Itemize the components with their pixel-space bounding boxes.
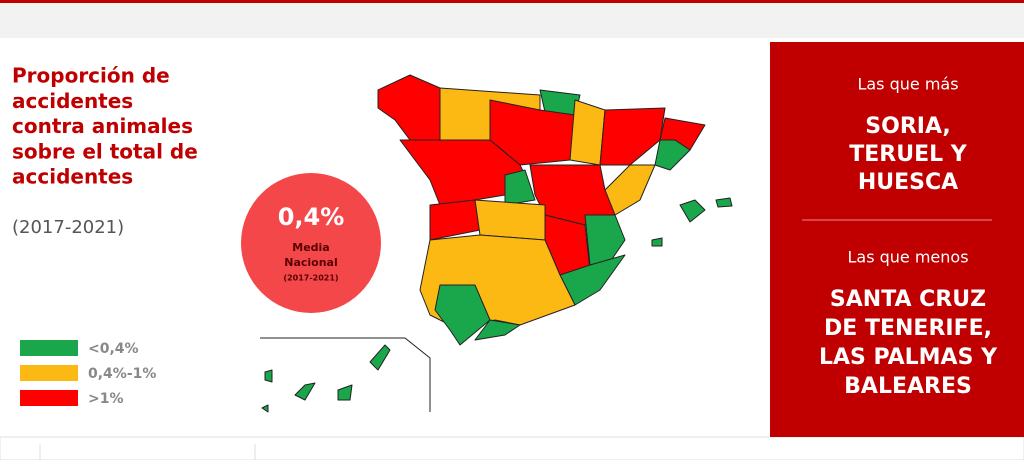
- title-line: contra animales: [12, 114, 193, 138]
- least-line: BALEARES: [844, 374, 972, 399]
- province: [599, 107, 666, 166]
- province: [604, 164, 656, 216]
- most-line: TERUEL Y: [849, 142, 968, 167]
- least-heading: Las que menos: [847, 248, 968, 267]
- title-line: sobre el total de: [12, 139, 198, 163]
- national-caption: Nacional: [284, 256, 338, 269]
- top-bar: [0, 0, 1024, 3]
- title-line: accidentes: [12, 165, 133, 189]
- legend-label: 0,4%-1%: [88, 366, 156, 382]
- most-line: HUESCA: [858, 170, 958, 195]
- most-line: SORIA,: [865, 114, 950, 139]
- island: [651, 237, 663, 247]
- side-panel: [770, 42, 1024, 437]
- least-list: SANTA CRUZ DE TENERIFE, LAS PALMAS Y BALEAR…: [819, 287, 998, 399]
- least-line: SANTA CRUZ: [830, 287, 986, 312]
- island: [337, 384, 353, 401]
- province: [474, 319, 521, 341]
- most-heading: Las que más: [857, 75, 958, 94]
- province: [569, 99, 606, 166]
- province: [504, 169, 536, 206]
- legend-label: >1%: [88, 391, 124, 407]
- island: [369, 344, 391, 371]
- island: [294, 382, 316, 401]
- national-caption: Media: [292, 241, 329, 254]
- national-circle: [241, 173, 381, 313]
- legend-label: <0,4%: [88, 341, 139, 357]
- least-line: LAS PALMAS Y: [819, 345, 998, 370]
- title-line: Proporción de: [12, 64, 170, 88]
- most-list: SORIA, TERUEL Y HUESCA: [849, 114, 968, 195]
- island: [261, 404, 269, 413]
- province: [434, 284, 491, 346]
- nav-bar: [0, 3, 1024, 38]
- title-line: accidentes: [12, 89, 133, 113]
- province: [559, 254, 626, 306]
- island: [264, 369, 273, 383]
- footer-bar: [0, 436, 1024, 461]
- map: [260, 74, 733, 413]
- province: [584, 214, 626, 266]
- national-period: (2017-2021): [283, 274, 338, 283]
- canary-frame: [260, 337, 431, 412]
- legend: <0,4% 0,4%-1% >1%: [20, 340, 156, 407]
- legend-swatch: [20, 340, 78, 356]
- island: [715, 197, 733, 208]
- period: (2017-2021): [12, 217, 124, 238]
- island: [679, 199, 706, 223]
- least-line: DE TENERIFE,: [824, 316, 992, 341]
- legend-swatch: [20, 390, 78, 406]
- legend-swatch: [20, 365, 78, 381]
- province: [474, 199, 546, 241]
- national-value: 0,4%: [278, 203, 345, 231]
- province: [654, 139, 691, 171]
